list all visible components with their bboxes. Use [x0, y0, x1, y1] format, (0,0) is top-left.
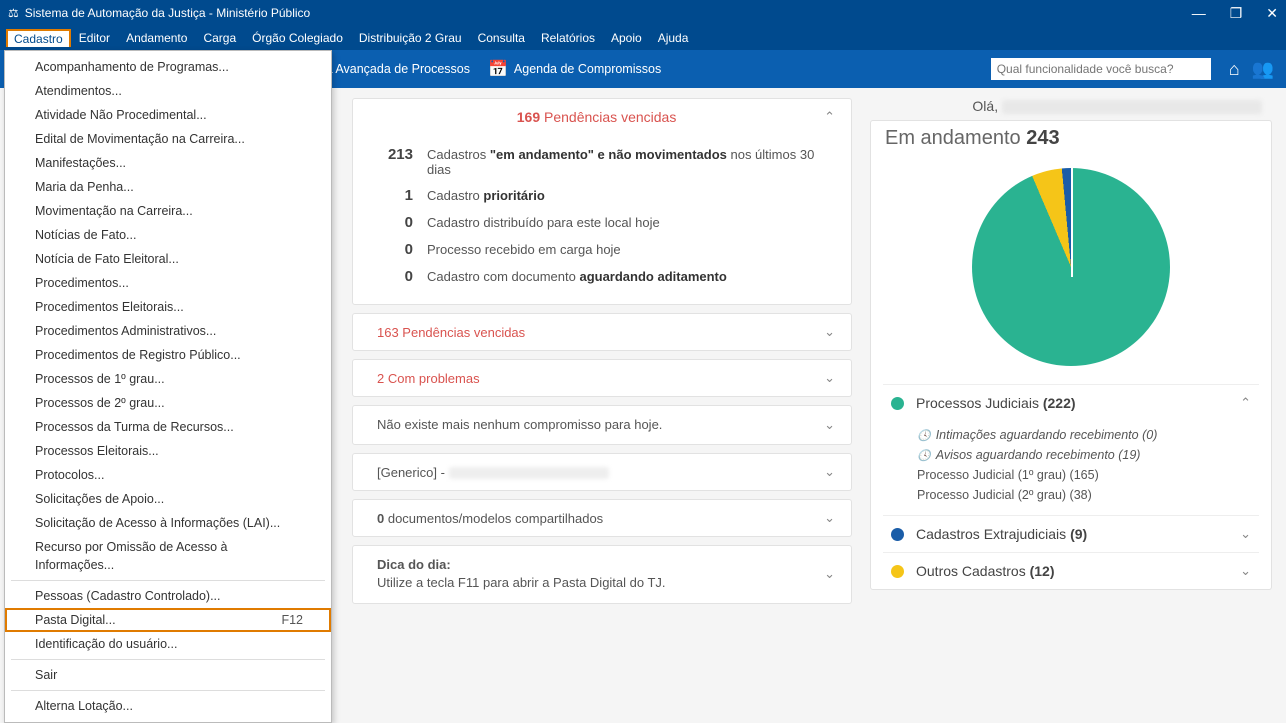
dd-procedimentos-[interactable]: Procedimentos... — [5, 271, 331, 295]
collapse-icon[interactable]: ⌃ — [824, 109, 835, 125]
window-title: Sistema de Automação da Justiça - Minist… — [25, 6, 1192, 20]
titlebar: ⚖ Sistema de Automação da Justiça - Mini… — [0, 0, 1286, 26]
menu-editor[interactable]: Editor — [71, 28, 118, 48]
legend-sub-row[interactable]: 🕓Avisos aguardando recebimento (19) — [917, 445, 1251, 465]
dd-procedimentos-administrativos-[interactable]: Procedimentos Administrativos... — [5, 319, 331, 343]
dd-solicita-es-de-apoio-[interactable]: Solicitações de Apoio... — [5, 487, 331, 511]
dd-acompanhamento-de-programas-[interactable]: Acompanhamento de Programas... — [5, 55, 331, 79]
dd-maria-da-penha-[interactable]: Maria da Penha... — [5, 175, 331, 199]
app-icon: ⚖ — [8, 6, 19, 20]
chevron-down-icon: ⌄ — [824, 417, 835, 433]
info-card[interactable]: 163 Pendências vencidas⌄ — [352, 313, 852, 351]
users-icon[interactable]: 👥 — [1252, 59, 1274, 80]
legend-row[interactable]: Processos Judiciais (222)⌃ — [883, 384, 1259, 421]
dd-solicita-o-de-acesso-informa-e[interactable]: Solicitação de Acesso à Informações (LAI… — [5, 511, 331, 535]
dd-manifesta-es-[interactable]: Manifestações... — [5, 151, 331, 175]
minimize-button[interactable]: ― — [1192, 5, 1206, 22]
dd-procedimentos-eleitorais-[interactable]: Procedimentos Eleitorais... — [5, 295, 331, 319]
search-input[interactable] — [991, 58, 1211, 80]
legend-sub-row[interactable]: 🕓Intimações aguardando recebimento (0) — [917, 425, 1251, 445]
main-overview-card: 169 Pendências vencidas ⌃ 213Cadastros "… — [352, 98, 852, 305]
chevron-down-icon: ⌄ — [824, 324, 835, 340]
info-card[interactable]: [Generico] - ⌄ — [352, 453, 852, 491]
info-card[interactable]: 0 documentos/modelos compartilhados⌄ — [352, 499, 852, 537]
stat-row: 0Cadastro distribuído para este local ho… — [369, 209, 835, 236]
info-card[interactable]: Dica do dia:Utilize a tecla F11 para abr… — [352, 545, 852, 603]
dd-protocolos-[interactable]: Protocolos... — [5, 463, 331, 487]
dd-movimenta-o-na-carreira-[interactable]: Movimentação na Carreira... — [5, 199, 331, 223]
dd-edital-de-movimenta-o-na-carre[interactable]: Edital de Movimentação na Carreira... — [5, 127, 331, 151]
em-andamento-panel: Em andamento 243 Processos Judiciais (22… — [870, 120, 1272, 590]
dd-processos-de-grau-[interactable]: Processos de 1º grau... — [5, 367, 331, 391]
chevron-down-icon: ⌄ — [824, 370, 835, 386]
menu-distribuição-2-grau[interactable]: Distribuição 2 Grau — [351, 28, 470, 48]
dd-sair[interactable]: Sair — [5, 663, 331, 687]
stat-row: 1Cadastro prioritário — [369, 182, 835, 209]
greeting: Olá, — [870, 98, 1272, 114]
dd-identifica-o-do-usu-rio-[interactable]: Identificação do usuário... — [5, 632, 331, 656]
menu-carga[interactable]: Carga — [195, 28, 244, 48]
stat-row: 0Cadastro com documento aguardando adita… — [369, 263, 835, 290]
dd-not-cias-de-fato-[interactable]: Notícias de Fato... — [5, 223, 331, 247]
chevron-down-icon: ⌄ — [824, 464, 835, 480]
toolbar-agenda-de-compromissos[interactable]: 📅Agenda de Compromissos — [488, 59, 661, 79]
dd-atividade-n-o-procedimental-[interactable]: Atividade Não Procedimental... — [5, 103, 331, 127]
panel-title: Em andamento 243 — [871, 121, 1271, 160]
info-card[interactable]: 2 Com problemas⌄ — [352, 359, 852, 397]
legend-dot — [891, 528, 904, 541]
menu-ajuda[interactable]: Ajuda — [650, 28, 697, 48]
chevron-icon: ⌄ — [1240, 526, 1251, 542]
toolbar-icon: 📅 — [488, 59, 508, 79]
dd-not-cia-de-fato-eleitoral-[interactable]: Notícia de Fato Eleitoral... — [5, 247, 331, 271]
info-card[interactable]: Não existe mais nenhum compromisso para … — [352, 405, 852, 445]
menu-apoio[interactable]: Apoio — [603, 28, 650, 48]
clock-icon: 🕓 — [917, 449, 931, 462]
legend-row[interactable]: Outros Cadastros (12)⌄ — [883, 552, 1259, 589]
legend-dot — [891, 397, 904, 410]
dd-processos-eleitorais-[interactable]: Processos Eleitorais... — [5, 439, 331, 463]
menu-cadastro[interactable]: Cadastro — [6, 29, 71, 47]
chevron-icon: ⌄ — [1240, 563, 1251, 579]
stat-row: 0Processo recebido em carga hoje — [369, 236, 835, 263]
menu-consulta[interactable]: Consulta — [470, 28, 533, 48]
dd-processos-de-grau-[interactable]: Processos de 2º grau... — [5, 391, 331, 415]
dd-procedimentos-de-registro-p-bl[interactable]: Procedimentos de Registro Público... — [5, 343, 331, 367]
legend-dot — [891, 565, 904, 578]
pending-header[interactable]: 169 Pendências vencidas — [517, 109, 677, 125]
dd-atendimentos-[interactable]: Atendimentos... — [5, 79, 331, 103]
chevron-down-icon: ⌄ — [824, 566, 835, 582]
maximize-button[interactable]: ❐ — [1230, 5, 1243, 22]
dd-pessoas-cadastro-controlado-[interactable]: Pessoas (Cadastro Controlado)... — [5, 584, 331, 608]
dd-pasta-digital-[interactable]: Pasta Digital...F12 — [5, 608, 331, 632]
dd-recurso-por-omiss-o-de-acesso-[interactable]: Recurso por Omissão de Acesso à Informaç… — [5, 535, 331, 577]
pie-chart — [972, 168, 1170, 366]
chevron-down-icon: ⌄ — [824, 510, 835, 526]
menubar: CadastroEditorAndamentoCargaÓrgão Colegi… — [0, 26, 1286, 50]
cadastro-dropdown: Acompanhamento de Programas...Atendiment… — [4, 50, 332, 723]
menu-relatórios[interactable]: Relatórios — [533, 28, 603, 48]
close-button[interactable]: ✕ — [1266, 5, 1278, 22]
chevron-icon: ⌃ — [1240, 395, 1251, 411]
menu-andamento[interactable]: Andamento — [118, 28, 195, 48]
menu-órgão-colegiado[interactable]: Órgão Colegiado — [244, 28, 351, 48]
legend-sub-row[interactable]: Processo Judicial (2º grau) (38) — [917, 485, 1251, 505]
legend-sub-row[interactable]: Processo Judicial (1º grau) (165) — [917, 465, 1251, 485]
legend-row[interactable]: Cadastros Extrajudiciais (9)⌄ — [883, 515, 1259, 552]
dd-processos-da-turma-de-recursos[interactable]: Processos da Turma de Recursos... — [5, 415, 331, 439]
window-controls: ― ❐ ✕ — [1192, 5, 1278, 22]
dd-alterna-lota-o-[interactable]: Alterna Lotação... — [5, 694, 331, 718]
clock-icon: 🕓 — [917, 429, 931, 442]
stat-row: 213Cadastros "em andamento" e não movime… — [369, 141, 835, 182]
home-icon[interactable]: ⌂ — [1229, 59, 1240, 80]
